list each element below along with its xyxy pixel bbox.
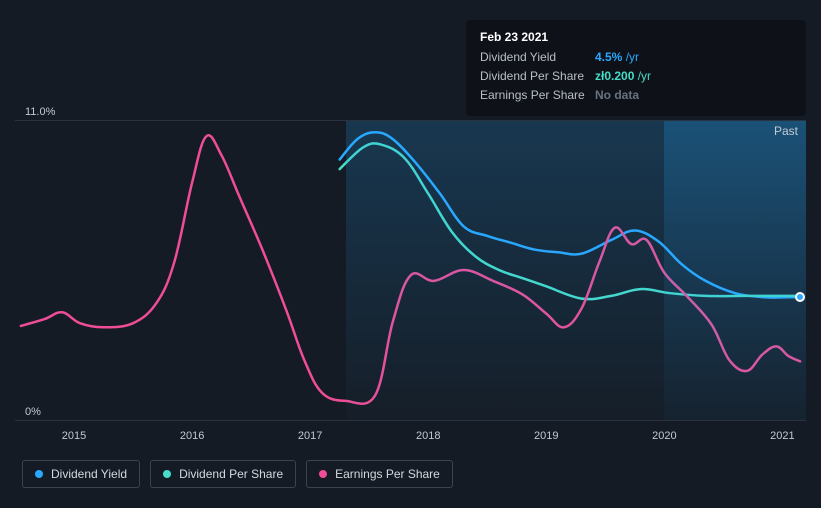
legend-item-dividend-per-share[interactable]: Dividend Per Share xyxy=(150,460,296,488)
legend-item-earnings-per-share[interactable]: Earnings Per Share xyxy=(306,460,453,488)
x-axis-tick-label: 2015 xyxy=(62,430,86,442)
y-axis-min-label: 0% xyxy=(25,406,41,418)
tooltip-row-value: 4.5% /yr xyxy=(595,48,639,67)
legend-swatch xyxy=(35,470,43,478)
x-axis-tick-label: 2018 xyxy=(416,430,440,442)
tooltip-row: Earnings Per ShareNo data xyxy=(480,86,792,105)
tooltip-date: Feb 23 2021 xyxy=(480,30,792,44)
legend-item-dividend-yield[interactable]: Dividend Yield xyxy=(22,460,140,488)
chart-tooltip: Feb 23 2021 Dividend Yield4.5% /yrDivide… xyxy=(466,20,806,116)
tooltip-row-label: Dividend Yield xyxy=(480,48,595,67)
legend-label: Dividend Yield xyxy=(51,467,127,481)
tooltip-row-value: zł0.200 /yr xyxy=(595,67,651,86)
area-gradient xyxy=(346,120,665,420)
area-gradient xyxy=(664,120,806,420)
tooltip-row-label: Earnings Per Share xyxy=(480,86,595,105)
y-axis-max-label: 11.0% xyxy=(25,106,55,118)
legend-label: Earnings Per Share xyxy=(335,467,440,481)
legend-swatch xyxy=(163,470,171,478)
past-label: Past xyxy=(774,124,798,138)
series-end-marker xyxy=(795,292,805,302)
legend-label: Dividend Per Share xyxy=(179,467,283,481)
x-axis-tick-label: 2017 xyxy=(298,430,322,442)
gridline-bottom xyxy=(15,420,806,421)
tooltip-row-label: Dividend Per Share xyxy=(480,67,595,86)
x-axis-tick-label: 2019 xyxy=(534,430,558,442)
legend-swatch xyxy=(319,470,327,478)
legend: Dividend Yield Dividend Per Share Earnings… xyxy=(22,460,453,488)
x-axis-tick-label: 2016 xyxy=(180,430,204,442)
tooltip-row: Dividend Per Sharezł0.200 /yr xyxy=(480,67,792,86)
tooltip-row-value: No data xyxy=(595,86,639,105)
tooltip-row: Dividend Yield4.5% /yr xyxy=(480,48,792,67)
x-axis-tick-label: 2021 xyxy=(770,430,794,442)
x-axis-tick-label: 2020 xyxy=(652,430,676,442)
plot-area[interactable]: Past 2015201620172018201920202021 xyxy=(15,120,806,420)
gridline-top xyxy=(15,120,806,121)
